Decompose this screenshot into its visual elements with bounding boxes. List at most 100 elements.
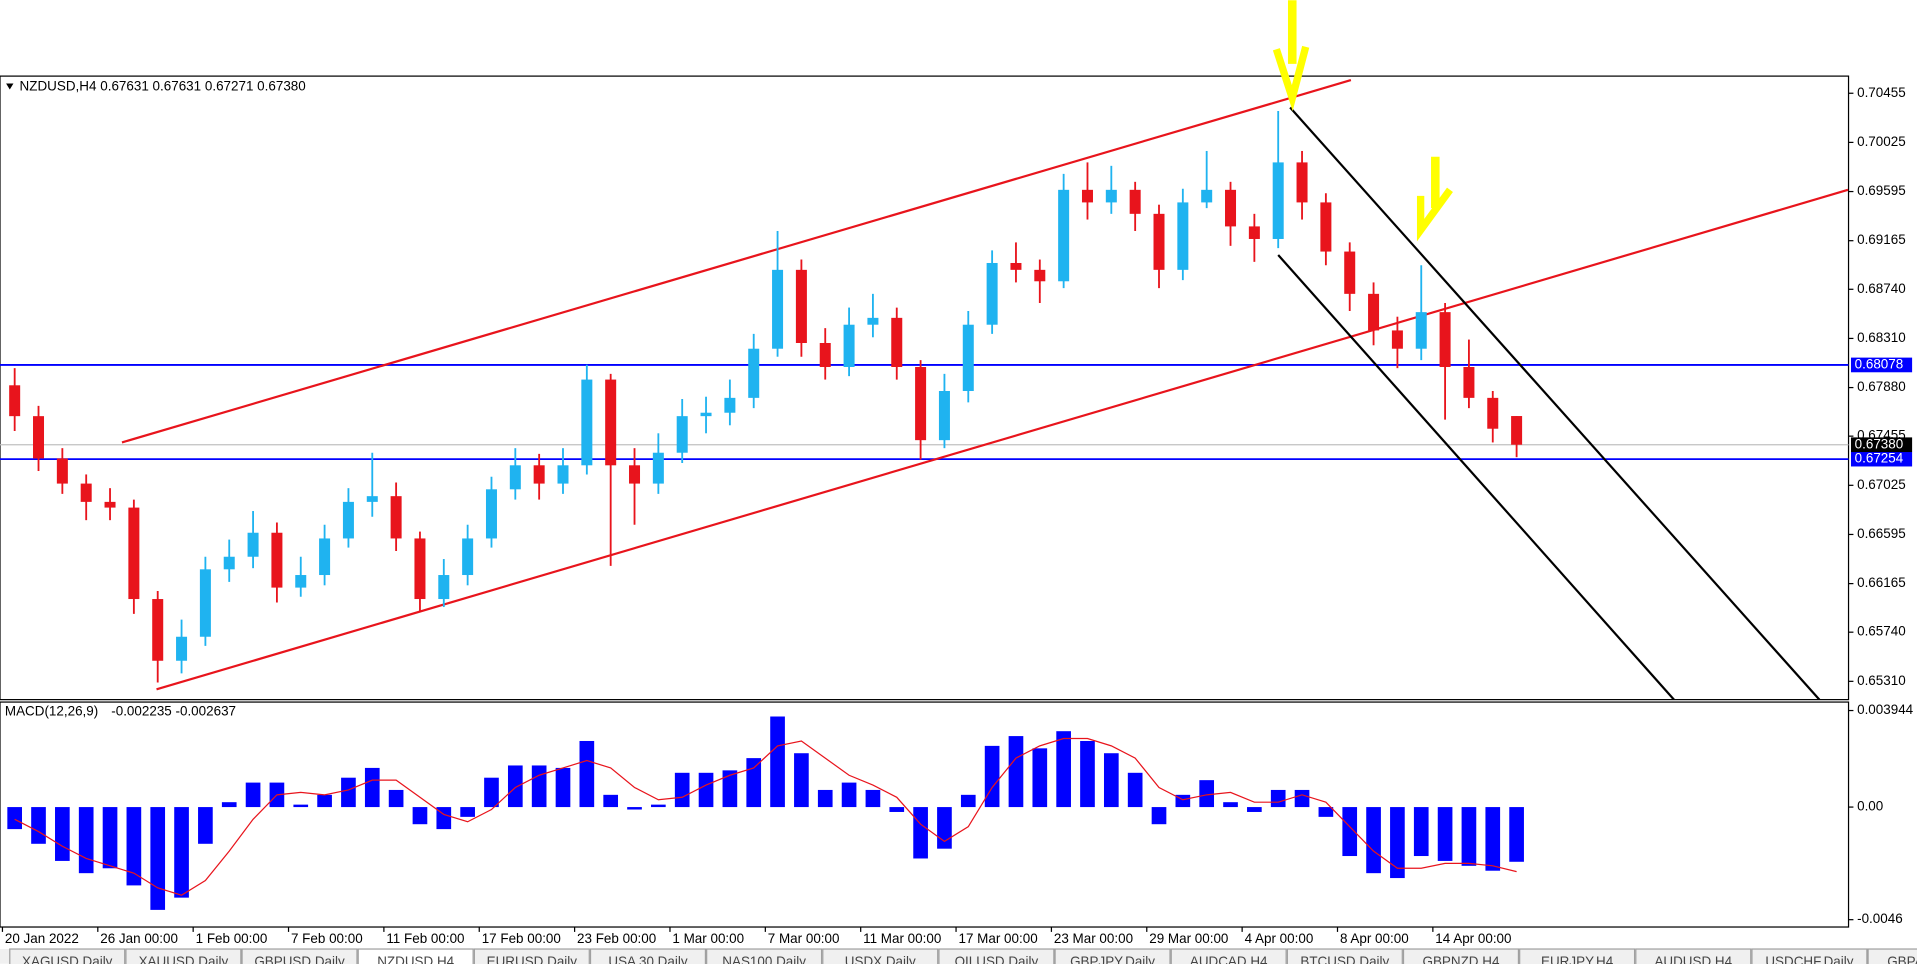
- tab-label[interactable]: USA 30,Daily: [608, 954, 687, 964]
- candle-body: [485, 489, 497, 539]
- level-label: 0.68078: [1855, 356, 1904, 371]
- tab-label[interactable]: OILUSD,Daily: [955, 954, 1039, 964]
- tabs: XAGUSD,Daily XAUUSD,Daily GBPUSD,Daily NZDU…: [9, 948, 1917, 964]
- tab-label[interactable]: GBPUSD,Daily: [254, 954, 345, 964]
- macd-bar: [55, 807, 70, 861]
- x-tick-label: 26 Jan 00:00: [100, 931, 178, 946]
- candle-body: [1415, 312, 1427, 349]
- macd-bar: [746, 758, 762, 808]
- x-tick-label: 8 Apr 00:00: [1340, 931, 1409, 946]
- tab-label[interactable]: EURJPY,H4: [1541, 954, 1614, 964]
- macd-bar: [341, 777, 356, 808]
- candle-body: [1201, 189, 1213, 203]
- macd-bar: [293, 804, 309, 808]
- candle-body: [271, 532, 283, 588]
- candle-body: [247, 532, 259, 557]
- tab-label[interactable]: AUDUSD,H4: [1654, 954, 1732, 964]
- candle-body: [1034, 269, 1046, 282]
- macd-bar: [1366, 807, 1381, 874]
- candle-body: [700, 412, 712, 417]
- tab-label[interactable]: NAS100,Daily: [722, 954, 806, 964]
- y-tick-label: 0.68310: [1857, 330, 1906, 345]
- candle-body: [986, 262, 998, 325]
- macd-bar: [1485, 807, 1501, 871]
- macd-tick-label: 0.003944: [1857, 702, 1914, 717]
- candle-body: [676, 416, 688, 453]
- tab-label[interactable]: XAUUSD,Daily: [139, 954, 229, 964]
- tab-label[interactable]: XAGUSD,Daily: [22, 954, 113, 964]
- candle-body: [80, 483, 92, 502]
- macd-bar: [817, 789, 833, 808]
- tab[interactable]: [1867, 948, 1917, 964]
- macd-bar: [1342, 807, 1358, 857]
- tab-label[interactable]: EURUSD,Daily: [487, 954, 578, 964]
- candle-body: [891, 317, 903, 368]
- tab[interactable]: [1054, 948, 1171, 964]
- macd-bar: [1056, 731, 1071, 808]
- macd-bar: [1437, 807, 1453, 861]
- candle-body: [223, 556, 235, 570]
- tab[interactable]: [1751, 948, 1868, 964]
- candle-body: [462, 538, 474, 576]
- macd-bar: [174, 807, 189, 898]
- tab[interactable]: [589, 948, 707, 964]
- macd-bar: [1247, 807, 1262, 812]
- tab[interactable]: [9, 948, 126, 964]
- tab-label[interactable]: GBPNZD,H4: [1423, 954, 1500, 964]
- symbol-menu-icon[interactable]: [6, 83, 14, 90]
- tab[interactable]: [1286, 948, 1403, 964]
- bid-label: 0.67380: [1855, 436, 1904, 451]
- candle-body: [1439, 312, 1451, 368]
- tab-label[interactable]: USDCHF,Daily: [1765, 954, 1853, 964]
- tab[interactable]: [938, 948, 1055, 964]
- y-tick-label: 0.66165: [1857, 575, 1906, 590]
- tab[interactable]: [357, 948, 474, 964]
- x-tick-label: 20 Jan 2022: [5, 931, 79, 946]
- x-tick-label: 7 Feb 00:00: [291, 931, 363, 946]
- macd-bar: [1461, 807, 1477, 866]
- tab[interactable]: [706, 948, 823, 964]
- tab[interactable]: [125, 948, 242, 964]
- y-tick-label: 0.65310: [1857, 673, 1906, 688]
- macd-bar: [1413, 807, 1429, 857]
- tab-label[interactable]: NZDUSD,H4: [377, 954, 454, 964]
- macd-bar: [603, 794, 619, 808]
- candle-body: [33, 416, 45, 459]
- candle-body: [319, 538, 331, 576]
- candle-body: [557, 465, 569, 484]
- level-label-box: [1850, 357, 1913, 373]
- tab[interactable]: [1635, 948, 1752, 964]
- tab[interactable]: [1170, 948, 1287, 964]
- tab[interactable]: [822, 948, 939, 964]
- macd-bar: [579, 740, 595, 808]
- macd-bar: [1509, 807, 1524, 862]
- tab[interactable]: [241, 948, 358, 964]
- tab-label[interactable]: GBPAUD,H4: [1887, 954, 1917, 964]
- tab[interactable]: [1519, 948, 1636, 964]
- y-tick-label: 0.67880: [1857, 379, 1906, 394]
- candle-body: [652, 452, 664, 484]
- tab-label[interactable]: GBPJPY,Daily: [1070, 954, 1155, 964]
- candle-body: [1344, 251, 1356, 294]
- macd-title: MACD(12,26,9): [5, 703, 98, 718]
- macd-bar: [960, 794, 976, 808]
- candle-body: [843, 324, 855, 368]
- macd-bar: [31, 807, 46, 844]
- tab-label[interactable]: BTCUSD,Daily: [1300, 954, 1389, 964]
- macd-bar: [150, 807, 166, 910]
- tab[interactable]: [1402, 948, 1520, 964]
- tab-label[interactable]: AUDCAD,H4: [1190, 954, 1268, 964]
- y-tick-label: 0.66595: [1857, 526, 1906, 541]
- candle-body: [128, 507, 140, 600]
- candle-body: [1153, 213, 1165, 270]
- macd-bar: [794, 753, 809, 808]
- candle-body: [1105, 189, 1117, 203]
- bid-label-box: [1850, 437, 1913, 453]
- macd-bar: [198, 807, 213, 844]
- macd-bar: [78, 807, 94, 874]
- macd-tick-label: -0.0046: [1857, 911, 1903, 926]
- macd-panel-border: [0, 701, 1850, 928]
- tab-label[interactable]: USDX,Daily: [845, 954, 916, 964]
- tab[interactable]: [473, 948, 590, 964]
